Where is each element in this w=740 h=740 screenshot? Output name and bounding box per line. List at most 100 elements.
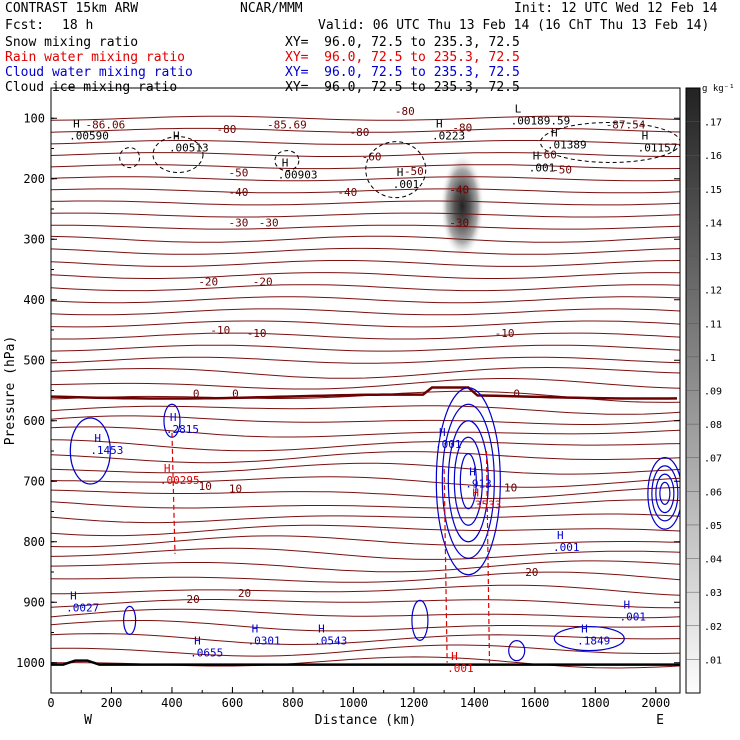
extreme-value: .0301 (248, 635, 281, 648)
cloud-water-contour (69, 417, 111, 485)
temperature-contour (51, 235, 680, 243)
fcst-value: 18 h (62, 18, 94, 33)
temperature-contour (51, 415, 680, 425)
temperature-contour (51, 176, 680, 182)
isotherm-label: -10 (210, 324, 230, 337)
extreme-value: .00590 (69, 129, 109, 142)
temperature-contour (51, 599, 680, 609)
isotherm-label: -50 (404, 165, 424, 178)
temperature-contour (51, 366, 680, 379)
temperature-contour (51, 320, 680, 328)
temperature-contour (51, 284, 680, 292)
field-cloudwater-xy: XY= 96.0, 72.5 to 235.3, 72.5 (285, 65, 520, 80)
extreme-marker: H (170, 411, 177, 424)
isotherm-label: -60 (362, 150, 382, 163)
fcst-label: Fcst: (5, 18, 45, 33)
extreme-value: .0027 (66, 601, 99, 614)
isotherm-label: -80 (350, 126, 370, 139)
colorbar-label: .05 (704, 521, 722, 532)
cloud-water-contour (651, 465, 679, 522)
extreme-value: .2815 (166, 423, 199, 436)
y-tick-label: 1000 (16, 656, 45, 670)
extreme-marker: H (642, 129, 649, 142)
field-cloudwater-name: Cloud water mixing ratio (5, 65, 193, 80)
isotherm-label: 20 (187, 593, 200, 606)
extreme-marker: H (397, 166, 404, 179)
temperature-contour (51, 571, 680, 583)
temperature-contour (51, 487, 680, 500)
y-tick-label: 400 (23, 293, 45, 307)
cloud-water-contour (435, 387, 501, 576)
x-tick-label: 0 (47, 696, 54, 710)
cloud-water-contour (553, 625, 625, 652)
extreme-marker: H (70, 589, 77, 602)
colorbar-label: .11 (704, 319, 722, 330)
temperature-contour (51, 378, 680, 390)
isotherm-label: 0 (193, 388, 200, 401)
temperature-contour (51, 115, 680, 121)
extreme-marker: H (94, 432, 101, 445)
cloud-water-contour (647, 457, 680, 530)
colorbar-label: .06 (704, 487, 722, 498)
temperature-contour (51, 260, 680, 267)
extreme-marker: H (533, 149, 540, 162)
temperature-contour (51, 656, 680, 669)
rain-water-contour (171, 432, 176, 554)
field-rain-name: Rain water mixing ratio (5, 50, 186, 65)
isotherm-label: -87.54 (606, 118, 646, 131)
y-tick-label: 800 (23, 535, 45, 549)
colorbar-label: .1 (704, 353, 716, 364)
extreme-marker: H (472, 486, 479, 499)
temperature-contour (51, 608, 680, 619)
temperature-contour (51, 296, 680, 304)
y-tick-label: 500 (23, 353, 45, 367)
isotherm-label: 10 (504, 481, 517, 494)
colorbar-unit: g kg⁻¹ (702, 84, 735, 94)
cloud-water-contour (441, 403, 495, 559)
colorbar-label: .02 (704, 622, 722, 633)
temperature-contour (51, 451, 680, 464)
freezing-level-contour (51, 386, 678, 400)
y-tick-label: 600 (23, 414, 45, 428)
cloud-water-contour (655, 473, 675, 514)
extreme-marker: H (469, 465, 476, 478)
y-tick-label: 300 (23, 232, 45, 246)
colorbar-label: .04 (704, 555, 722, 566)
colorbar-label: .14 (704, 218, 722, 229)
cloud-ice-contour (119, 147, 141, 169)
isotherm-label: -30 (229, 216, 249, 229)
temperature-contour (51, 560, 680, 573)
extreme-value: .01389 (547, 138, 587, 151)
y-tick-label: 900 (23, 595, 45, 609)
extreme-value: .001 (529, 161, 556, 174)
isotherm-label: -40 (449, 184, 469, 197)
temperature-contour (51, 426, 680, 438)
colorbar-label: .07 (704, 454, 722, 465)
surface-line (51, 659, 680, 666)
cloud-ice-contour (152, 136, 204, 174)
y-tick-label: 700 (23, 474, 45, 488)
temperature-contour (51, 127, 680, 133)
temperature-contour (51, 356, 680, 364)
x-tick-label: 400 (161, 696, 183, 710)
cloud-ice-contour (365, 141, 427, 199)
isotherm-label: 10 (199, 480, 212, 493)
init-time: Init: 12 UTC Wed 12 Feb 14 (514, 1, 718, 16)
rain-water-contour (443, 469, 448, 663)
extreme-marker: H (439, 426, 446, 439)
temperature-contour (51, 439, 680, 452)
extreme-value: .01157 (638, 141, 678, 154)
x-tick-label: 200 (101, 696, 123, 710)
extreme-value: .001 (620, 610, 647, 623)
isotherm-label: -50 (552, 164, 572, 177)
extreme-marker: H (282, 157, 289, 170)
colorbar-label: .12 (704, 286, 722, 297)
temperature-contour (51, 308, 680, 316)
temperature-contour (51, 272, 680, 279)
extreme-value: .913 (465, 477, 492, 490)
extreme-value: .1453 (90, 444, 123, 457)
extreme-value: .001 (435, 438, 462, 451)
rain-water-contour (485, 450, 491, 663)
extreme-value: .0655 (190, 647, 223, 660)
